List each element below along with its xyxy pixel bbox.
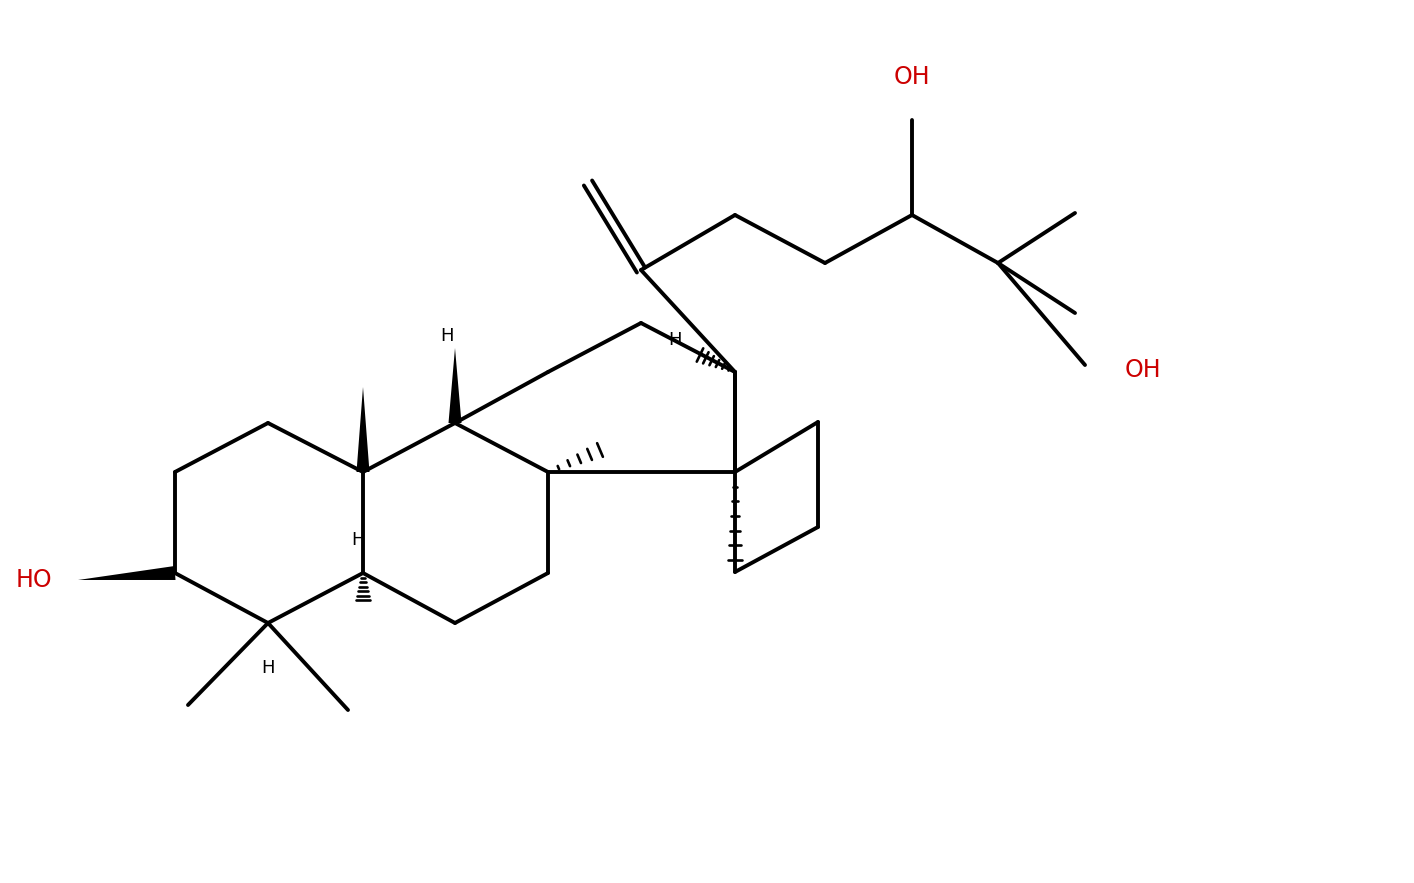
Polygon shape: [448, 348, 461, 423]
Text: HO: HO: [16, 568, 52, 592]
Text: OH: OH: [894, 65, 930, 89]
Text: H: H: [669, 331, 682, 349]
Polygon shape: [356, 387, 369, 472]
Text: H: H: [262, 659, 274, 677]
Text: H: H: [351, 531, 365, 549]
Polygon shape: [78, 566, 175, 580]
Text: OH: OH: [1126, 358, 1162, 382]
Text: H: H: [440, 327, 454, 345]
